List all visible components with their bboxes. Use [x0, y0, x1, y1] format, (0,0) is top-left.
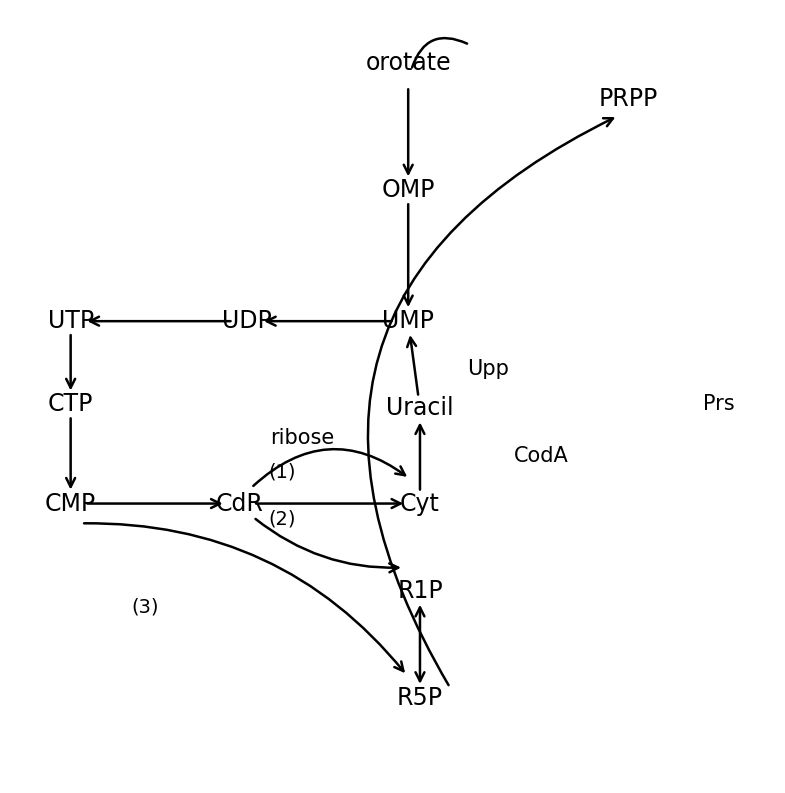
Text: (2): (2) — [268, 510, 297, 529]
Text: PRPP: PRPP — [598, 87, 658, 111]
Text: UDP: UDP — [222, 309, 272, 333]
Text: CMP: CMP — [45, 492, 97, 515]
Text: R5P: R5P — [397, 686, 443, 710]
Text: Prs: Prs — [703, 394, 734, 415]
Text: CTP: CTP — [48, 393, 93, 416]
Text: Uracil: Uracil — [386, 396, 454, 420]
Text: orotate: orotate — [365, 52, 451, 75]
Text: R1P: R1P — [397, 579, 443, 603]
Text: OMP: OMP — [382, 178, 435, 202]
Text: (3): (3) — [131, 597, 159, 616]
Text: (1): (1) — [268, 462, 297, 481]
Text: UMP: UMP — [382, 309, 434, 333]
Text: ribose: ribose — [270, 428, 334, 448]
Text: Upp: Upp — [467, 358, 509, 379]
Text: UTP: UTP — [48, 309, 93, 333]
Text: CdR: CdR — [216, 492, 263, 515]
Text: Cyt: Cyt — [400, 492, 440, 515]
Text: CodA: CodA — [514, 446, 569, 466]
